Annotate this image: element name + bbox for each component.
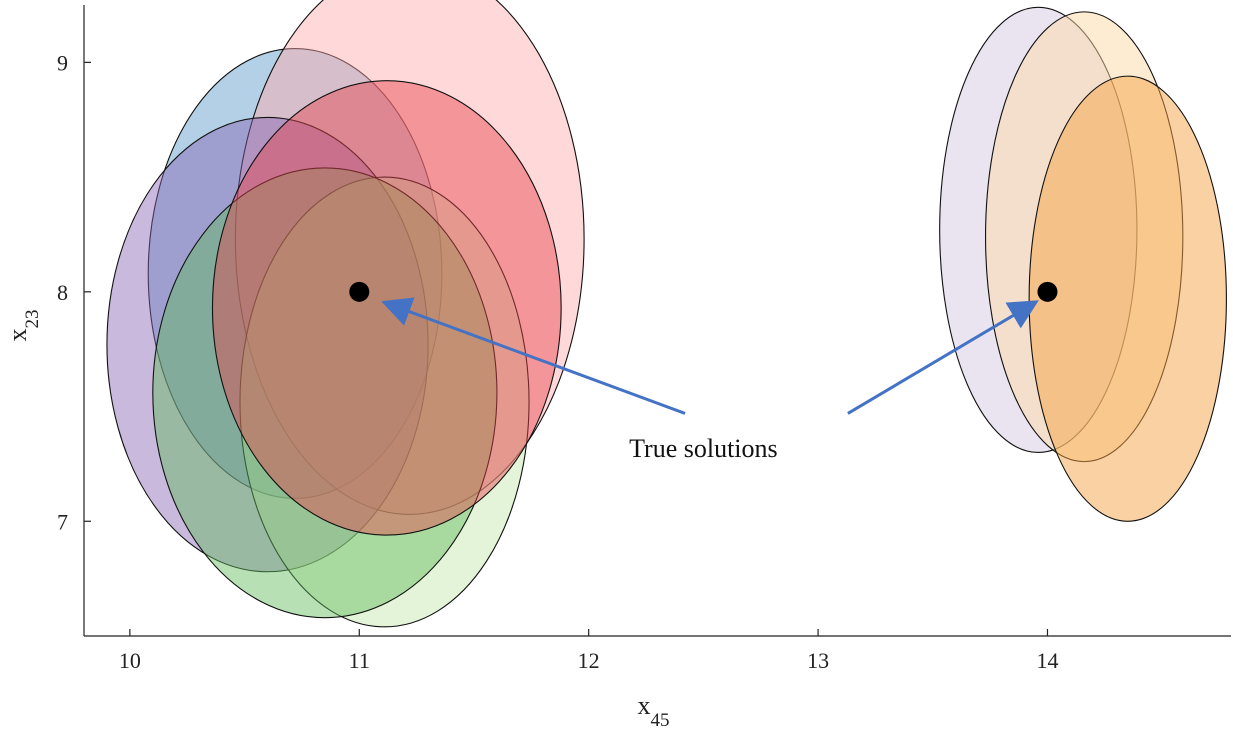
- axes-layer: [83, 5, 1231, 637]
- ellipse-4: [239, 176, 530, 628]
- y-axis-label-base: x: [3, 329, 32, 342]
- y-axis-label: x23: [3, 310, 43, 342]
- ellipse-layer: [106, 0, 1227, 628]
- annotation-arrow-1: [381, 297, 686, 415]
- x-tick-label-14: 14: [1036, 648, 1058, 673]
- x-tick-label-11: 11: [349, 648, 370, 673]
- x-axis-label-base: x: [638, 691, 651, 720]
- annotation-layer: True solutions: [381, 297, 1039, 463]
- annotation-label: True solutions: [629, 434, 778, 463]
- true-solution-point-2: [1037, 281, 1058, 302]
- x-tick-label-12: 12: [578, 648, 600, 673]
- ellipse-3: [106, 116, 429, 573]
- y-tick-label-7: 7: [57, 509, 68, 534]
- ellipse-9: [1028, 75, 1227, 522]
- point-layer: [349, 281, 1058, 302]
- x-tick-layer: 10 11 12 13 14: [119, 629, 1058, 673]
- x-tick-label-13: 13: [807, 648, 829, 673]
- y-tick-label-8: 8: [57, 280, 68, 305]
- ellipse-1: [147, 48, 443, 499]
- ellipse-5: [152, 167, 498, 619]
- x-axis-label-sub: 45: [651, 710, 670, 731]
- x-axis-label: x45: [638, 691, 670, 731]
- x-tick-label-10: 10: [119, 648, 141, 673]
- y-axis-label-sub: 23: [22, 310, 43, 329]
- y-tick-layer: 7 8 9: [57, 50, 91, 534]
- y-tick-label-9: 9: [57, 50, 68, 75]
- true-solution-point-1: [349, 281, 370, 302]
- ellipse-6: [211, 80, 562, 536]
- annotation-arrow-2: [847, 300, 1039, 415]
